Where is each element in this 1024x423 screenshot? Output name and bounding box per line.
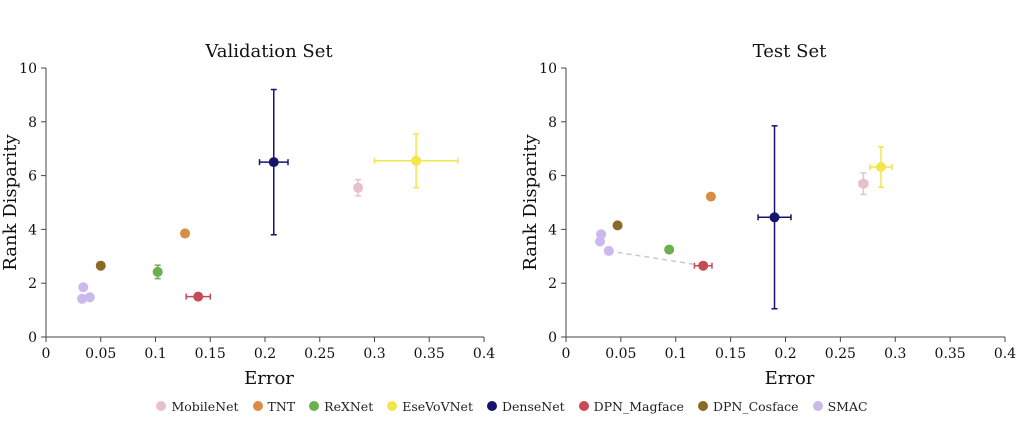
legend-item: TNT	[252, 398, 296, 414]
x-tick-label: 0.1	[144, 346, 166, 362]
y-tick-label: 10	[19, 61, 37, 77]
legend-label: DenseNet	[501, 398, 565, 414]
mobilenet-point	[858, 178, 869, 189]
y-tick-label: 10	[539, 61, 557, 77]
figure-canvas: 0 0.05 0.1 0.15 0.2 0.25 0.3 0.35 0.4 0 2 4 6 8 10 Vali…	[0, 41, 1016, 389]
tnt-point	[180, 228, 191, 239]
legend-label: ReXNet	[324, 398, 374, 414]
legend-label: DPN_Cosface	[712, 398, 799, 414]
esevovnet-point	[875, 161, 886, 172]
y-tick-label: 4	[548, 222, 557, 238]
esevovnet-point	[411, 155, 422, 166]
y-tick-label: 6	[28, 169, 37, 185]
chart-title: Validation Set	[204, 41, 333, 62]
mobilenet-point	[353, 182, 364, 193]
legend-item: DenseNet	[486, 398, 565, 414]
y-tick-label: 6	[548, 169, 557, 185]
dpn-magface-point	[698, 260, 709, 271]
smac-point	[595, 236, 606, 247]
smac-point	[603, 245, 614, 256]
smac-point	[84, 292, 95, 303]
smac-point	[77, 293, 88, 304]
legend-label: DPN_Magface	[593, 398, 684, 414]
legend-item: MobileNet	[156, 398, 239, 414]
y-axis-label: Rank Disparity	[0, 133, 21, 270]
dpn-cosface-point	[612, 220, 623, 231]
legend-label: MobileNet	[171, 398, 239, 414]
x-tick-label: 0.25	[825, 346, 856, 362]
y-axis-label: Rank Disparity	[520, 133, 541, 270]
x-tick-label: 0.4	[473, 346, 495, 362]
x-axis-label: Error	[244, 368, 294, 389]
y-tick-label: 8	[548, 115, 557, 131]
legend-label: TNT	[267, 398, 296, 414]
y-tick-label: 4	[28, 222, 37, 238]
legend-marker	[578, 401, 589, 411]
dpn-magface-point	[193, 291, 204, 302]
legend-marker	[812, 401, 823, 411]
chart-panel-1: 0 0.05 0.1 0.15 0.2 0.25 0.3 0.35 0.4 0 2 4 6 8 10 Test…	[520, 41, 1016, 389]
densenet-point	[769, 212, 780, 223]
legend-marker	[309, 401, 320, 411]
densenet-point	[268, 157, 279, 168]
x-tick-label: 0.35	[414, 346, 445, 362]
y-tick-label: 0	[548, 330, 557, 346]
legend-item: ReXNet	[309, 399, 373, 414]
rexnet-point	[664, 244, 675, 255]
legend-marker	[486, 401, 497, 411]
y-tick-label: 0	[28, 330, 37, 346]
x-tick-label: 0.2	[774, 346, 796, 362]
pareto-connector-line	[608, 250, 704, 267]
chart-title: Test Set	[753, 41, 827, 62]
y-tick-label: 2	[28, 276, 37, 292]
x-tick-label: 0.2	[254, 346, 276, 362]
x-tick-label: 0.15	[195, 346, 226, 362]
legend-marker	[252, 401, 263, 411]
legend-marker	[387, 401, 398, 411]
x-axis-label: Error	[765, 368, 815, 389]
y-tick-label: 2	[548, 276, 557, 292]
legend-item: DPN_Cosface	[697, 398, 799, 414]
legend-label: EseVoVNet	[402, 398, 473, 414]
smac-point	[78, 282, 89, 293]
x-tick-label: 0	[42, 346, 51, 362]
tnt-point	[705, 191, 716, 202]
x-tick-label: 0	[562, 346, 571, 362]
dpn-cosface-point	[95, 260, 106, 271]
x-tick-label: 0.15	[715, 346, 746, 362]
legend-item: EseVoVNet	[387, 399, 473, 414]
x-tick-label: 0.25	[304, 346, 335, 362]
x-tick-label: 0.4	[994, 346, 1016, 362]
x-tick-label: 0.35	[935, 346, 966, 362]
legend-item: SMAC	[812, 398, 868, 414]
legend-marker	[156, 401, 167, 411]
y-tick-label: 8	[28, 115, 37, 131]
rexnet-point	[152, 266, 163, 277]
legend: MobileNet TNT ReXNet EseVoVNet DenseNet DPN_M…	[0, 394, 1024, 418]
x-tick-label: 0.3	[363, 346, 385, 362]
chart-panel-0: 0 0.05 0.1 0.15 0.2 0.25 0.3 0.35 0.4 0 2 4 6 8 10 Vali…	[0, 41, 495, 389]
legend-label: SMAC	[827, 398, 868, 414]
x-tick-label: 0.1	[665, 346, 687, 362]
legend-marker	[697, 401, 708, 411]
x-tick-label: 0.05	[85, 346, 116, 362]
legend-item: DPN_Magface	[578, 398, 684, 414]
x-tick-label: 0.05	[605, 346, 636, 362]
x-tick-label: 0.3	[884, 346, 906, 362]
